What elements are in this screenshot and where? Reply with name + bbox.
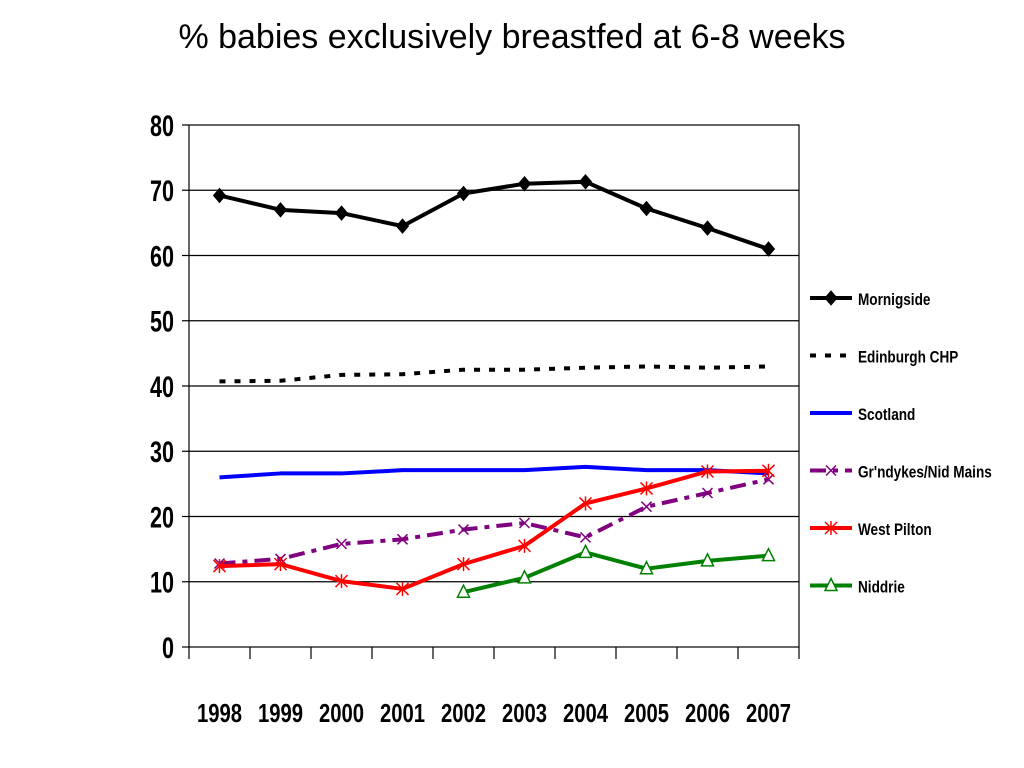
point-mornigside-1999 xyxy=(273,202,288,218)
point-niddrie-2005 xyxy=(639,560,654,575)
point-west-pilton-2002 xyxy=(456,557,471,572)
point-mornigside-2003 xyxy=(517,175,532,192)
x-tick-label-2001: 2001 xyxy=(380,699,425,728)
point-west-pilton-2007 xyxy=(761,463,776,478)
point-gr-ndykes-nid-mains-2003 xyxy=(518,517,531,529)
x-tick-label-1999: 1999 xyxy=(258,699,303,728)
x-tick-label-2007: 2007 xyxy=(746,699,791,728)
legend-item-scotland: Scotland xyxy=(810,406,915,425)
y-tick-label-80: 80 xyxy=(150,108,174,142)
point-mornigside-2006 xyxy=(700,220,715,236)
legend-item-edinburgh-chp: Edinburgh CHP xyxy=(810,348,958,367)
legend-label-west-pilton: West Pilton xyxy=(858,521,932,540)
y-tick-label-70: 70 xyxy=(150,174,174,208)
series-line-mornigside xyxy=(219,179,770,251)
legend-label-gr-ndykes-nid-mains: Gr'ndykes/Nid Mains xyxy=(858,463,992,482)
point-west-pilton-2005 xyxy=(639,481,654,496)
axes-layer: 0 10 20 30 40 50 60 70 80 1998 1999 2000 2001 2002 200… xyxy=(150,108,800,728)
chart-title: % babies exclusively breastfed at 6-8 we… xyxy=(178,18,846,56)
point-mornigside-2002 xyxy=(456,185,471,202)
x-tick-label-2003: 2003 xyxy=(502,699,547,728)
point-west-pilton-2004 xyxy=(578,496,593,511)
y-tick-label-60: 60 xyxy=(150,239,174,273)
point-gr-ndykes-nid-mains-2001 xyxy=(396,533,409,545)
legend-label-niddrie: Niddrie xyxy=(858,578,905,597)
series-line-gr-ndykes-nid-mains xyxy=(219,477,769,566)
point-mornigside-2004 xyxy=(578,173,593,190)
series-line-west-pilton xyxy=(219,468,769,591)
point-west-pilton-2000 xyxy=(334,574,349,589)
point-niddrie-2003 xyxy=(517,569,532,584)
y-tick-label-10: 10 xyxy=(150,565,174,599)
legend-marker-mornigside xyxy=(824,290,838,306)
point-west-pilton-2003 xyxy=(517,538,532,553)
point-west-pilton-2006 xyxy=(700,464,715,479)
legend-label-scotland: Scotland xyxy=(858,406,915,425)
point-mornigside-2000 xyxy=(334,205,349,221)
point-gr-ndykes-nid-mains-2007 xyxy=(762,473,775,485)
point-gr-ndykes-nid-mains-2005 xyxy=(640,501,653,513)
point-gr-ndykes-nid-mains-2004 xyxy=(579,531,592,543)
point-mornigside-2001 xyxy=(395,218,410,234)
legend-marker-west-pilton xyxy=(824,521,838,535)
y-tick-label-20: 20 xyxy=(150,500,174,534)
point-mornigside-2005 xyxy=(639,200,654,217)
legend-item-mornigside: Mornigside xyxy=(810,290,931,310)
point-west-pilton-1998 xyxy=(212,559,227,574)
point-mornigside-2007 xyxy=(761,241,776,257)
legend-label-mornigside: Mornigside xyxy=(858,291,931,310)
series-line-niddrie xyxy=(463,550,769,595)
y-tick-label-40: 40 xyxy=(150,369,174,403)
point-niddrie-2004 xyxy=(578,543,593,559)
x-tick-label-2006: 2006 xyxy=(685,699,730,728)
y-tick-label-30: 30 xyxy=(150,435,174,469)
point-mornigside-1998 xyxy=(212,187,227,204)
point-gr-ndykes-nid-mains-2000 xyxy=(335,538,348,550)
y-tick-label-0: 0 xyxy=(162,630,174,664)
grid-layer xyxy=(189,189,799,583)
x-tick-label-2002: 2002 xyxy=(441,699,486,728)
point-west-pilton-2001 xyxy=(395,581,410,596)
legend-item-niddrie: Niddrie xyxy=(810,576,905,597)
series-line-scotland xyxy=(219,464,769,480)
legend-marker-gr-ndykes-nid-mains xyxy=(825,464,837,477)
series-layer xyxy=(212,173,776,598)
point-niddrie-2002 xyxy=(456,583,471,598)
legend-label-edinburgh-chp: Edinburgh CHP xyxy=(858,348,958,367)
x-tick-label-2005: 2005 xyxy=(624,699,669,728)
legend: Mornigside Edinburgh CHP Scotland Gr'ndykes… xyxy=(810,290,992,597)
legend-item-west-pilton: West Pilton xyxy=(810,521,932,540)
y-tick-label-50: 50 xyxy=(150,304,174,338)
point-gr-ndykes-nid-mains-2002 xyxy=(457,524,470,536)
x-tick-label-1998: 1998 xyxy=(197,699,242,728)
point-west-pilton-1999 xyxy=(273,557,288,572)
series-line-edinburgh-chp xyxy=(219,364,769,384)
point-niddrie-2007 xyxy=(761,546,776,562)
x-tick-label-2000: 2000 xyxy=(319,699,364,728)
point-niddrie-2006 xyxy=(700,552,715,567)
x-tick-label-2004: 2004 xyxy=(563,699,608,728)
legend-item-gr-ndykes-nid-mains: Gr'ndykes/Nid Mains xyxy=(810,463,992,482)
legend-marker-niddrie xyxy=(823,576,839,592)
point-gr-ndykes-nid-mains-2006 xyxy=(701,487,714,499)
